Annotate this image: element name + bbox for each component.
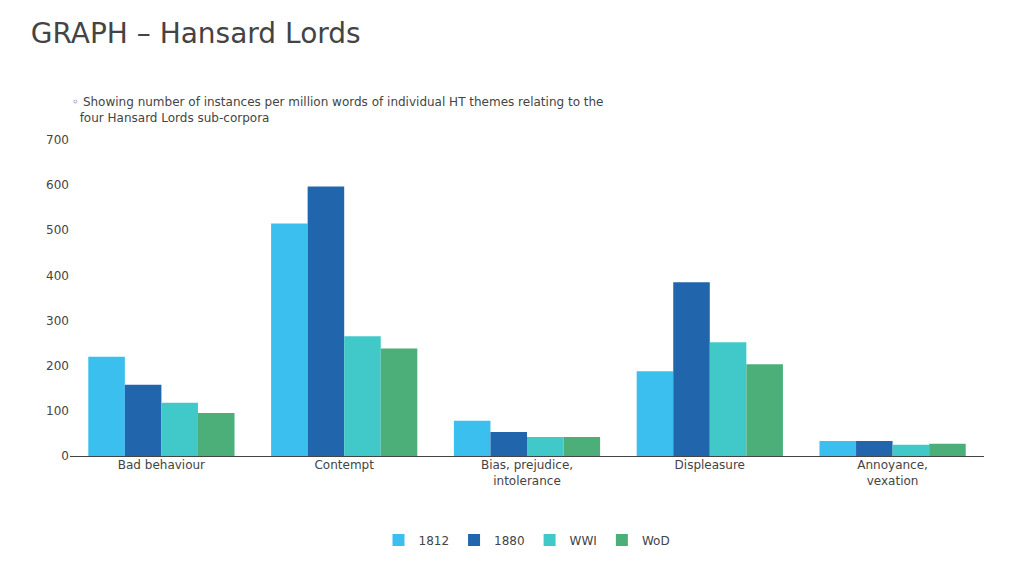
svg-text:200: 200 (46, 359, 69, 373)
svg-text:500: 500 (46, 223, 69, 237)
svg-text:Annoyance,vexation: Annoyance,vexation (857, 458, 928, 488)
svg-text:Contempt: Contempt (314, 458, 374, 472)
svg-text:0: 0 (61, 449, 69, 463)
svg-text:600: 600 (46, 178, 69, 192)
svg-text:GRAPH – Hansard Lords: GRAPH – Hansard Lords (31, 17, 361, 50)
svg-text:WWI: WWI (570, 534, 597, 548)
svg-text:Displeasure: Displeasure (675, 458, 745, 472)
svg-text:◦ Showing number of instances: ◦ Showing number of instances per millio… (72, 95, 603, 125)
svg-text:100: 100 (46, 404, 69, 418)
svg-text:700: 700 (46, 133, 69, 147)
svg-text:1880: 1880 (494, 534, 525, 548)
svg-text:300: 300 (46, 314, 69, 328)
svg-text:Bad behaviour: Bad behaviour (118, 458, 205, 472)
svg-text:400: 400 (46, 269, 69, 283)
svg-text:WoD: WoD (642, 534, 670, 548)
svg-text:Bias, prejudice,intolerance: Bias, prejudice,intolerance (481, 458, 573, 488)
svg-text:1812: 1812 (419, 534, 450, 548)
